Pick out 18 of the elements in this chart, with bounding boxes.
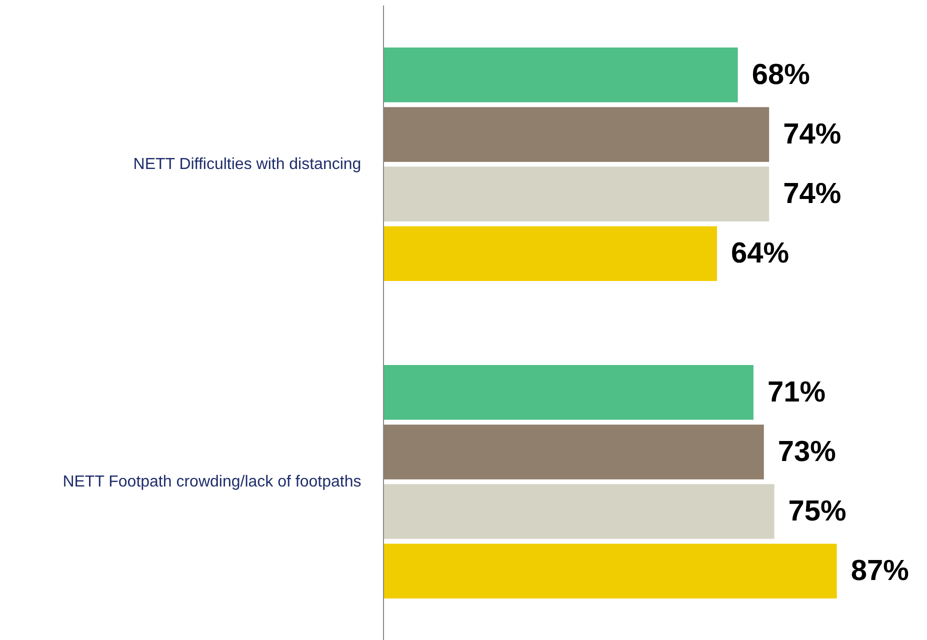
data-label: 74% [783, 178, 842, 210]
data-label: 74% [783, 118, 842, 150]
bar [384, 424, 764, 480]
bar [384, 166, 770, 222]
data-label: 87% [850, 555, 910, 588]
bar [384, 226, 717, 282]
bar [384, 107, 770, 162]
data-label: 71% [767, 376, 826, 408]
data-label: 68% [752, 58, 810, 91]
bar [384, 544, 837, 599]
bar [384, 484, 774, 539]
data-label: 73% [778, 436, 836, 468]
y-tick-label: NETT Difficulties with distancing [133, 156, 362, 173]
bar [384, 47, 738, 102]
data-label: 64% [730, 238, 790, 270]
data-label: 75% [788, 496, 847, 528]
y-tick-label: NETT Footpath crowding/lack of footpaths [62, 473, 362, 490]
bar [384, 364, 754, 420]
